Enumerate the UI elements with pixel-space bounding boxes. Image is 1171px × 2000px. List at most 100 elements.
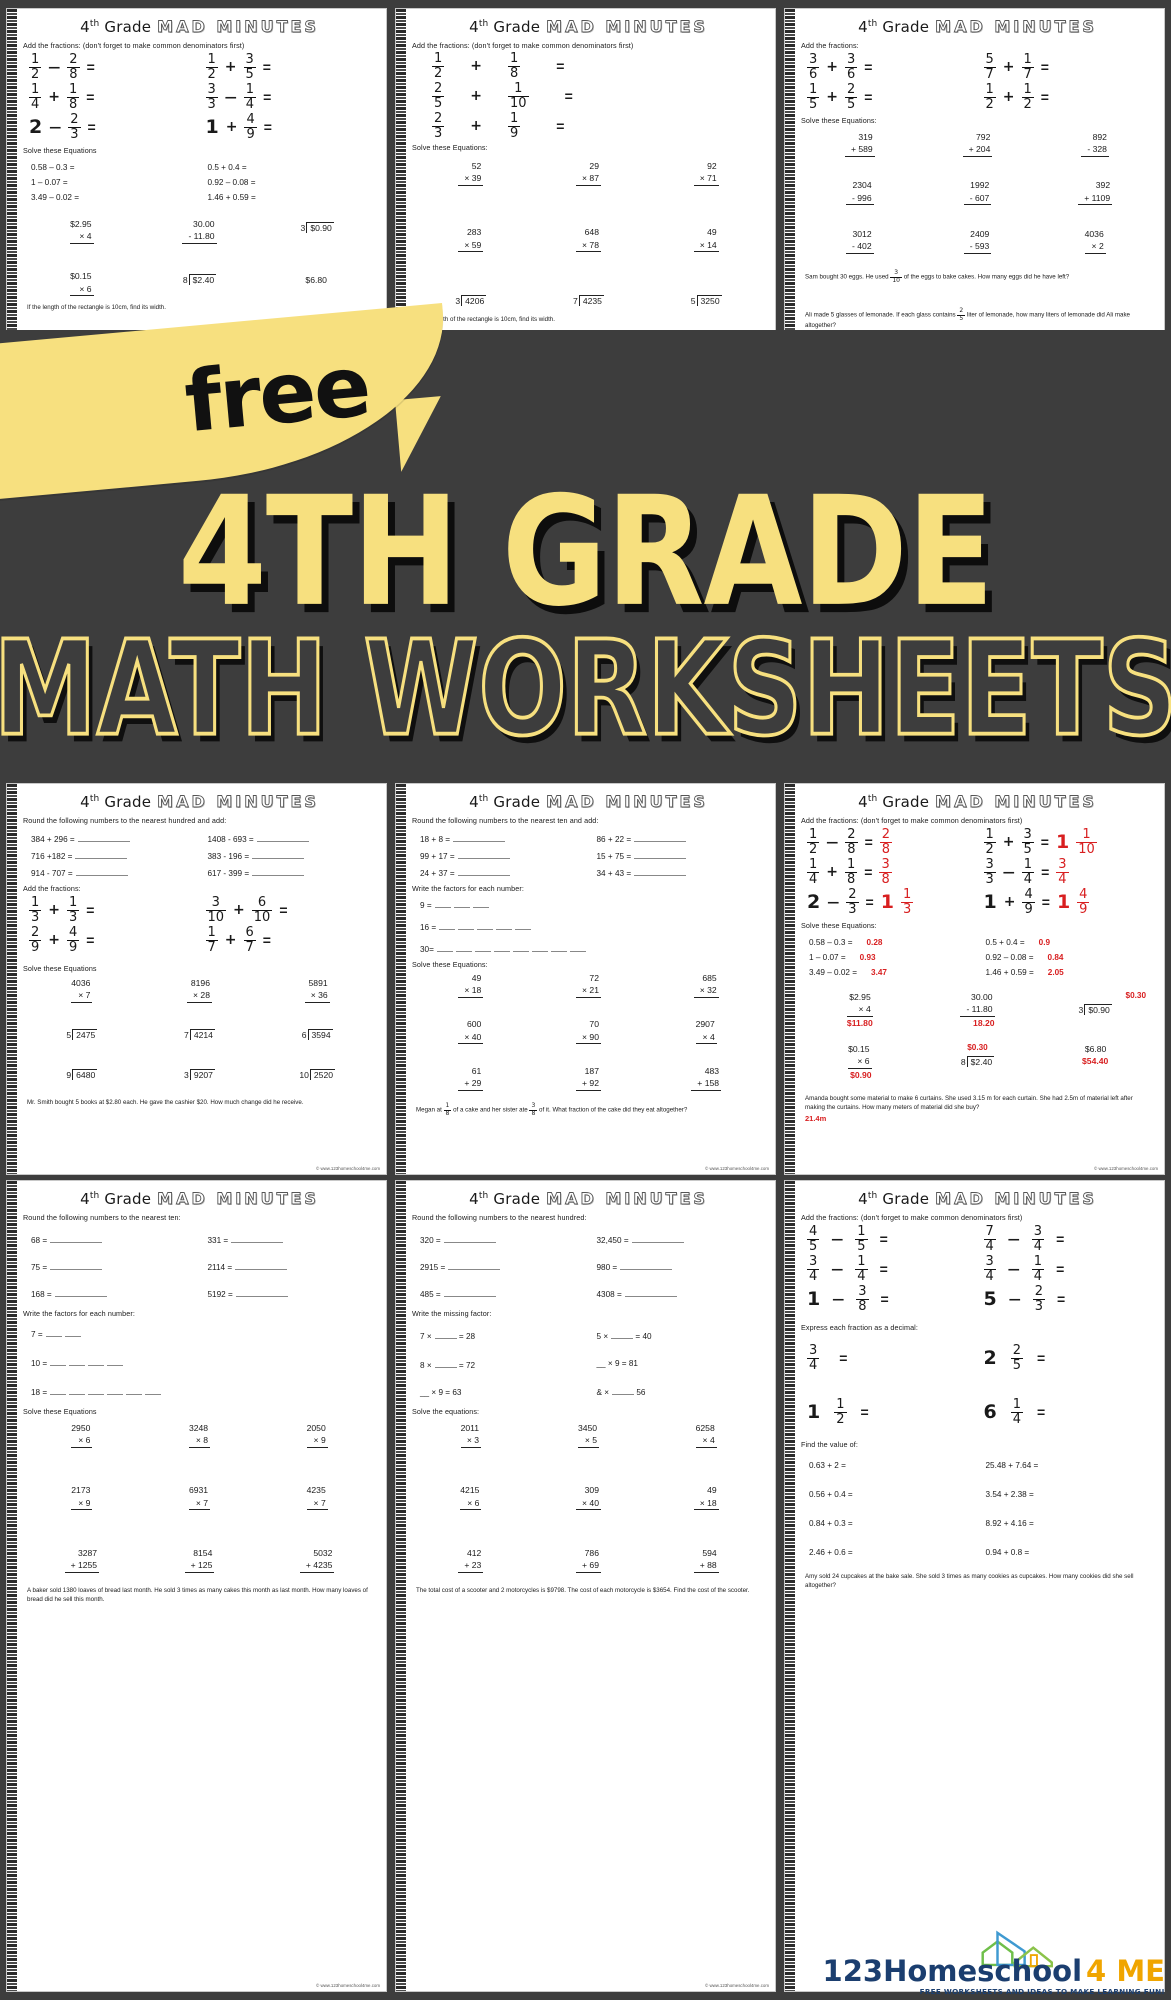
fraction-to-decimal: 1 1 2 = (807, 1397, 869, 1427)
vertical-problem: $6.80 (305, 275, 327, 286)
round-problem: 320 = (412, 1234, 589, 1245)
answer-blank[interactable] (493, 943, 510, 952)
worksheet-card-4[interactable]: 4th Grade MAD MINUTES Round the followin… (6, 783, 387, 1175)
vertical-problem: 4215 × 6 (460, 1484, 482, 1511)
answer-blank[interactable] (448, 1261, 501, 1270)
answer-value: 21.4m (805, 1113, 827, 1123)
instruction-factors: Write the factors for each number: (412, 884, 524, 893)
answer-blank[interactable] (88, 1357, 105, 1366)
answer-blank[interactable] (474, 943, 491, 952)
grade-suffix: th (867, 794, 878, 804)
round-problem: 384 + 296 = (23, 833, 200, 844)
fraction-row: 3 10 +6 10 = (205, 895, 288, 925)
answer-blank[interactable] (126, 1386, 143, 1395)
grade-word: Grade (104, 793, 152, 811)
answer-blank[interactable] (45, 1328, 62, 1337)
answer-blank[interactable] (436, 943, 453, 952)
answer-blank[interactable] (107, 1386, 124, 1395)
answer-blank[interactable] (443, 1234, 496, 1243)
answer-blank[interactable] (50, 1261, 103, 1270)
answer-blank[interactable] (634, 833, 687, 842)
answer-blank[interactable] (235, 1261, 288, 1270)
answer-blank[interactable] (531, 943, 548, 952)
round-problem: 86 + 22 = (589, 833, 766, 844)
answer-value: $0.30 (967, 1042, 988, 1052)
answer-blank[interactable] (50, 1357, 67, 1366)
answer-blank[interactable] (550, 943, 567, 952)
answer-blank[interactable] (611, 1330, 634, 1339)
round-problem: 716 +182 = (23, 850, 200, 861)
answer-blank[interactable] (54, 1288, 107, 1297)
answer-blank[interactable] (77, 833, 130, 842)
answer-blank[interactable] (455, 943, 472, 952)
answer-blank[interactable] (569, 943, 586, 952)
answer-blank[interactable] (69, 1386, 86, 1395)
answer-blank[interactable] (256, 833, 309, 842)
answer-blank[interactable] (624, 1288, 677, 1297)
vertical-problem: 187 + 92 (576, 1065, 601, 1091)
answer-blank[interactable] (235, 1288, 288, 1297)
round-problem: 99 + 17 = (412, 850, 589, 861)
answer-blank[interactable] (107, 1357, 124, 1366)
answer-blank[interactable] (252, 850, 305, 859)
fraction-row: 3 4—1 4 = (807, 1254, 888, 1284)
site-logo[interactable]: 123 Homeschool 4 ME FREE WORKSHEETS AND … (823, 1957, 1165, 1997)
word-problem: If the length of the rectangle is 10cm, … (27, 303, 166, 311)
answer-blank[interactable] (612, 1386, 635, 1395)
worksheet-card-2[interactable]: 4th Grade MAD MINUTES Add the fractions:… (395, 8, 776, 376)
worksheet-card-9[interactable]: 4th Grade MAD MINUTES Add the fractions:… (784, 1180, 1165, 1992)
grade-word: Grade (104, 18, 152, 36)
worksheet-card-6-answer-key[interactable]: 4th Grade MAD MINUTES Add the fractions:… (784, 783, 1165, 1175)
house-icon (981, 1930, 1053, 1968)
answer-blank[interactable] (515, 921, 532, 930)
fraction-row: 1 +4 9 = (205, 112, 272, 142)
answer-blank[interactable] (434, 1359, 457, 1368)
answer-blank[interactable] (457, 867, 510, 876)
worksheet-card-1[interactable]: 4th Grade MAD MINUTES Add the fractions:… (6, 8, 387, 376)
answer-blank[interactable] (631, 1234, 684, 1243)
fraction-row: 4 5—1 5 = (807, 1224, 888, 1254)
answer-blank[interactable] (69, 1357, 86, 1366)
answer-blank[interactable] (443, 1288, 496, 1297)
answer-blank[interactable] (145, 1386, 162, 1395)
answer-blank[interactable] (434, 899, 451, 908)
answer-blank[interactable] (634, 850, 687, 859)
round-problem: 1408 - 693 = (200, 833, 377, 844)
vertical-problem: 786 + 69 (576, 1547, 601, 1573)
fraction-to-decimal: 2 2 5 = (983, 1343, 1046, 1373)
word-problem-2: Ali made 5 glasses of lemonade. If each … (805, 307, 1130, 330)
answer-blank[interactable] (453, 899, 470, 908)
answer-blank[interactable] (439, 921, 456, 930)
answer-blank[interactable] (252, 867, 305, 876)
answer-blank[interactable] (231, 1234, 284, 1243)
answer-blank[interactable] (477, 921, 494, 930)
fraction-row-answered: 2—2 3 = 1 1 3 (807, 887, 914, 917)
answer-blank[interactable] (472, 899, 489, 908)
instruction-factors: Write the factors for each number: (23, 1309, 135, 1318)
answer-blank[interactable] (50, 1386, 67, 1395)
answer-blank[interactable] (88, 1386, 105, 1395)
answer-blank[interactable] (634, 867, 687, 876)
word-problem: Amy sold 24 cupcakes at the bake sale. S… (805, 1573, 1134, 1589)
worksheet-card-5[interactable]: 4th Grade MAD MINUTES Round the followin… (395, 783, 776, 1175)
answer-blank[interactable] (75, 850, 128, 859)
answer-blank[interactable] (620, 1261, 673, 1270)
answer-blank[interactable] (512, 943, 529, 952)
fraction-to-decimal: 6 1 4 = (983, 1397, 1046, 1427)
worksheet-card-7[interactable]: 4th Grade MAD MINUTES Round the followin… (6, 1180, 387, 1992)
answer-blank[interactable] (458, 921, 475, 930)
answer-blank[interactable] (457, 850, 510, 859)
decimal-problem-answered: 1.46 + 0.59 = 2.05 (985, 968, 1064, 977)
worksheet-card-8[interactable]: 4th Grade MAD MINUTES Round the followin… (395, 1180, 776, 1992)
answer-blank[interactable] (453, 833, 506, 842)
worksheet-title: 4th Grade MAD MINUTES (412, 792, 765, 812)
answer-blank[interactable] (50, 1234, 103, 1243)
answer-blank[interactable] (434, 1330, 457, 1339)
answer-blank[interactable] (64, 1328, 81, 1337)
answer-blank[interactable] (496, 921, 513, 930)
worksheet-card-3[interactable]: 4th Grade MAD MINUTES Add the fractions:… (784, 8, 1165, 376)
answer-blank[interactable] (75, 867, 128, 876)
